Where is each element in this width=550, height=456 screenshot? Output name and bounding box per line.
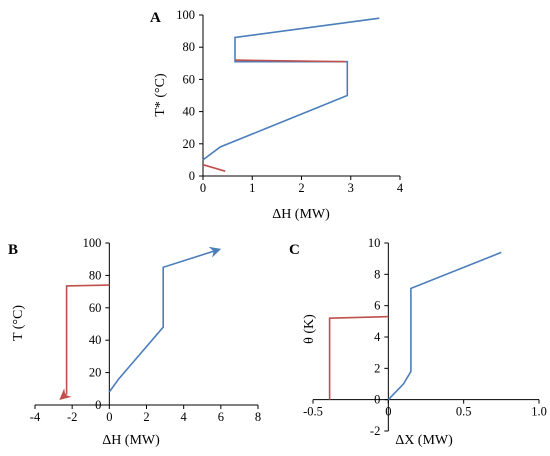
series-line <box>202 17 380 161</box>
y-tick-label: 4 <box>374 330 381 344</box>
series-line <box>234 59 346 63</box>
y-tick-label: 20 <box>89 366 102 380</box>
series-line <box>202 163 226 172</box>
y-tick-label: 0 <box>95 398 101 412</box>
x-tick-label: -4 <box>30 410 41 424</box>
y-tick-label: -2 <box>370 424 380 438</box>
series-line <box>59 284 110 400</box>
series-line <box>387 251 502 401</box>
x-tick-label: 1.0 <box>531 405 547 419</box>
y-tick-label: 60 <box>89 301 102 315</box>
x-tick-label: -0.5 <box>303 405 323 419</box>
x-tick-label: 4 <box>397 181 404 195</box>
panel-label: C <box>289 242 300 258</box>
x-tick-label: 4 <box>181 410 188 424</box>
y-tick-label: 0 <box>374 393 380 407</box>
x-tick-label: 0 <box>106 410 112 424</box>
x-tick-label: 8 <box>255 410 261 424</box>
y-tick-label: 40 <box>183 105 196 119</box>
x-tick-label: 2 <box>143 410 149 424</box>
panel-c: C ΔX (MW) θ (K) -0.5 0 0.5 1.0 -2 0 2 4 6 8 10 <box>289 236 547 448</box>
y-tick-label: 100 <box>176 8 195 22</box>
y-tick-label: 8 <box>374 267 380 281</box>
y-axis-label: T (°C) <box>11 305 26 341</box>
y-tick-label: 0 <box>189 169 195 183</box>
y-tick-label: 80 <box>89 268 102 282</box>
series-line <box>328 315 389 400</box>
x-tick-label: 1 <box>249 181 255 195</box>
y-tick-label: 20 <box>183 137 196 151</box>
series-line <box>108 246 222 393</box>
x-tick-label: 2 <box>298 181 304 195</box>
y-axis-label: T* (°C) <box>153 73 168 117</box>
y-tick-label: 2 <box>374 361 380 375</box>
x-tick-label: 0 <box>385 405 391 419</box>
x-tick-label: 0 <box>200 181 206 195</box>
x-tick-label: 6 <box>218 410 224 424</box>
x-tick-label: 3 <box>348 181 354 195</box>
panel-label: A <box>150 10 161 26</box>
y-tick-label: 60 <box>183 72 196 86</box>
y-tick-label: 80 <box>183 40 196 54</box>
y-tick-label: 100 <box>83 236 102 250</box>
x-axis-label: ΔH (MW) <box>272 207 330 222</box>
panel-label: B <box>8 242 18 258</box>
y-tick-label: 10 <box>368 236 381 250</box>
x-tick-label: -2 <box>67 410 77 424</box>
x-axis-label: ΔH (MW) <box>102 433 160 448</box>
y-tick-label: 40 <box>89 333 102 347</box>
y-axis-label: θ (K) <box>302 314 317 344</box>
y-tick-label: 6 <box>374 299 380 313</box>
x-axis-label: ΔX (MW) <box>395 433 453 448</box>
x-tick-label: 0.5 <box>456 405 472 419</box>
